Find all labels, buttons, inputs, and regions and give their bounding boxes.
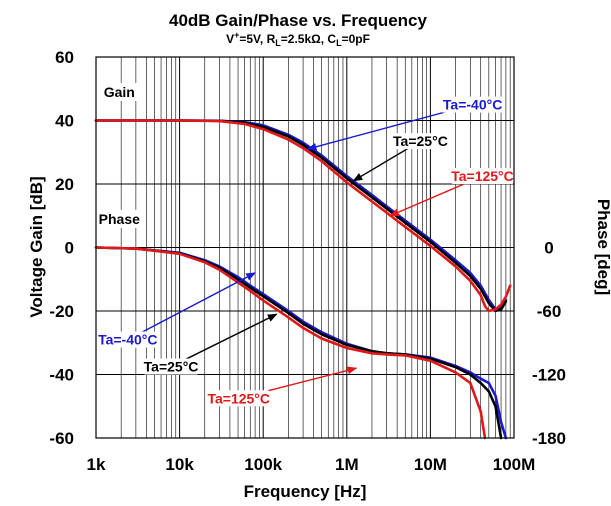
group-label-bg: [94, 209, 145, 228]
annotation-bg: [208, 390, 269, 407]
y2-tick-label: -180: [532, 429, 566, 448]
y-tick-label: 20: [55, 175, 74, 194]
y-axis-label: Voltage Gain [dB]: [27, 176, 46, 317]
series-phase-ta125c: [94, 246, 487, 440]
y2-axis-label: Phase [deg]: [594, 199, 611, 295]
annotation-label: Ta=-40°C: [443, 97, 502, 113]
annotation-bg: [97, 331, 158, 348]
y-tick-label: -20: [49, 302, 74, 321]
y2-tick-label: 0: [544, 239, 553, 258]
chart-subtitle: V+=5V, RL=2.5kΩ, CL=0pF: [226, 30, 370, 48]
subtitle-v-value: =5V, R: [239, 32, 275, 46]
annotation-label: Ta=25°C: [144, 359, 199, 375]
chart-title: 40dB Gain/Phase vs. Frequency: [169, 11, 427, 30]
y-tick-label: -40: [49, 366, 74, 385]
annotation-bg: [442, 96, 503, 113]
x-tick-label: 100M: [493, 455, 536, 474]
annotation-label: Ta=25°C: [393, 133, 448, 149]
x-tick-label: 1k: [87, 455, 106, 474]
x-tick-label: 100k: [244, 455, 282, 474]
x-axis-label: Frequency [Hz]: [244, 482, 367, 501]
group-label-bg: [98, 82, 141, 101]
x-tick-label: 1M: [335, 455, 359, 474]
annotation-bg: [144, 358, 198, 375]
x-tick-label: 10k: [165, 455, 194, 474]
subtitle-cl-sub: L: [336, 38, 342, 48]
annotation-bg: [452, 168, 513, 185]
annotation-label: Ta=125°C: [207, 390, 270, 406]
subtitle-cl-value: =0pF: [342, 32, 370, 46]
x-axis-ticks: 1k 10k 100k 1M 10M 100M: [87, 455, 536, 474]
annotation-arrow: [127, 272, 256, 341]
subtitle-v: V: [226, 32, 234, 46]
x-tick-label: 10M: [414, 455, 447, 474]
plot-frame: [95, 56, 515, 439]
y2-tick-label: -120: [532, 366, 566, 385]
y-tick-label: 40: [55, 112, 74, 131]
y-tick-label: -60: [49, 429, 74, 448]
curves: [94, 119, 512, 440]
annotations: Ta=-40°C Ta=25°C Ta=125°C Ta=-40°C Ta=25°C Ta…: [97, 96, 514, 407]
y2-tick-label: -60: [537, 302, 562, 321]
annotation-label: Ta=-40°C: [98, 332, 157, 348]
annotation-arrow: [170, 313, 278, 368]
group-label: Gain: [104, 84, 135, 100]
annotation-label: Ta=125°C: [451, 168, 514, 184]
series-gain-ta125c: [94, 119, 512, 313]
group-labels: Gain Phase: [94, 82, 145, 228]
subtitle-rl-value: =2.5kΩ, C: [281, 32, 337, 46]
group-label: Phase: [99, 211, 140, 227]
y2-axis-ticks: 0 -60 -120 -180: [532, 239, 566, 449]
annotation-bg: [393, 133, 447, 150]
series-phase-ta25c: [94, 246, 503, 440]
y-tick-label: 0: [65, 239, 74, 258]
y-axis-ticks: 60 40 20 0 -20 -40 -60: [49, 48, 74, 448]
subtitle-v-sup: +: [234, 30, 239, 40]
y-tick-label: 60: [55, 48, 74, 67]
subtitle-rl-sub: L: [275, 38, 281, 48]
